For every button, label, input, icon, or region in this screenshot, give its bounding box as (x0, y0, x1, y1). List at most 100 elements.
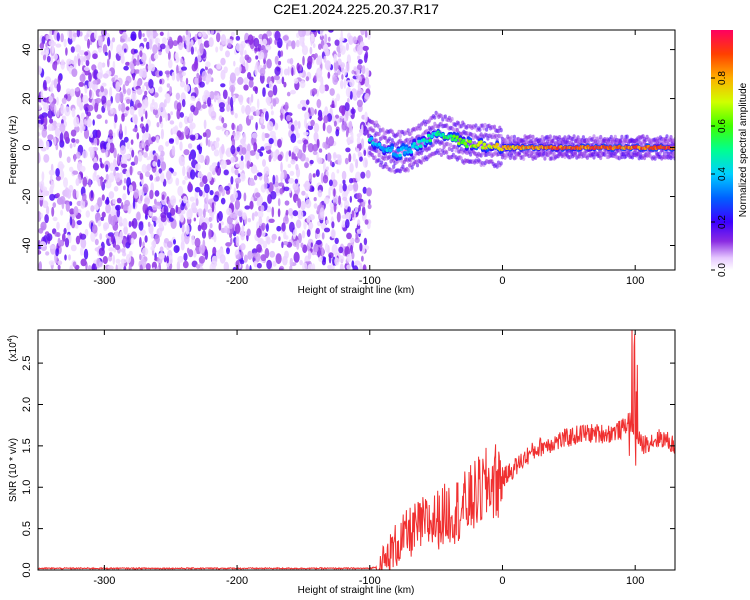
noise-cell (296, 239, 300, 250)
noise-cell (273, 157, 277, 162)
noise-cell (139, 46, 144, 52)
noise-cell (216, 32, 221, 43)
noise-cell (241, 224, 245, 233)
noise-cell (345, 211, 352, 221)
noise-cell (159, 43, 166, 50)
ridge-core-cell (390, 146, 394, 150)
noise-cell (268, 154, 272, 163)
noise-cell (108, 129, 113, 137)
noise-cell (305, 199, 312, 209)
noise-cell (164, 70, 171, 75)
noise-cell (245, 264, 249, 270)
noise-cell (138, 189, 145, 199)
noise-cell (356, 136, 361, 145)
noise-cell (55, 175, 62, 181)
ridge-halo-cell (572, 134, 576, 139)
noise-cell (168, 59, 173, 69)
noise-cell (213, 194, 219, 202)
noise-cell (235, 35, 241, 41)
noise-cell (65, 201, 71, 212)
noise-cell (75, 151, 81, 159)
noise-cell (38, 119, 44, 124)
noise-cell (105, 148, 108, 158)
noise-cell (315, 227, 320, 235)
colorbar-tick-label: 0.4 (717, 167, 728, 181)
noise-cell (117, 263, 122, 270)
noise-cell (178, 121, 183, 129)
noise-cell (136, 88, 143, 95)
noise-cell (120, 102, 126, 113)
noise-cell (174, 52, 179, 60)
ridge-halo-cell (427, 146, 432, 151)
noise-cell (254, 64, 258, 76)
noise-cell (152, 44, 158, 55)
noise-cell (229, 232, 233, 239)
noise-cell (229, 213, 236, 219)
noise-cell (246, 143, 251, 152)
noise-cell (134, 114, 138, 125)
noise-cell (356, 90, 361, 98)
noise-cell (136, 132, 140, 140)
noise-cell (171, 71, 176, 81)
noise-cell (244, 54, 250, 61)
noise-cell (89, 89, 92, 98)
noise-cell (290, 89, 296, 95)
chart-title: C2E1.2024.225.20.37.R17 (273, 1, 439, 17)
noise-cell (237, 76, 244, 85)
noise-cell (95, 97, 102, 104)
noise-cell (121, 113, 125, 122)
noise-cell (119, 38, 125, 43)
ridge-halo-cell (433, 115, 437, 120)
noise-cell (288, 208, 294, 216)
noise-cell (114, 172, 121, 183)
noise-cell (160, 172, 165, 183)
noise-cell (78, 120, 85, 127)
ridge-halo-cell (449, 142, 453, 148)
noise-cell (259, 67, 266, 77)
noise-cell (230, 237, 233, 245)
noise-cell (363, 53, 368, 64)
noise-cell (255, 252, 261, 263)
noise-cell (145, 123, 149, 133)
noise-cell (234, 112, 238, 119)
noise-cell (203, 40, 210, 48)
noise-cell (91, 64, 97, 71)
noise-cell (190, 169, 196, 180)
noise-cell (234, 67, 241, 76)
noise-cell (156, 136, 160, 144)
noise-cell (177, 185, 184, 197)
noise-cell (235, 163, 240, 168)
noise-cell (120, 154, 128, 165)
noise-cell (256, 221, 259, 231)
noise-cell (130, 63, 135, 74)
noise-cell (359, 156, 363, 162)
noise-cell (209, 91, 215, 100)
y-tick-label: 1.0 (21, 480, 33, 495)
noise-cell (336, 93, 341, 102)
noise-cell (166, 241, 173, 248)
colorbar-tick-label: 0.0 (717, 263, 728, 277)
noise-cell (123, 266, 127, 270)
noise-cell (272, 84, 278, 96)
noise-cell (94, 102, 99, 113)
noise-cell (223, 261, 229, 270)
noise-cell (277, 208, 281, 218)
noise-cell (347, 87, 351, 98)
noise-cell (92, 119, 95, 126)
noise-cell (95, 257, 101, 269)
noise-cell (46, 55, 51, 63)
noise-cell (209, 164, 215, 172)
noise-cell (166, 83, 171, 88)
noise-cell (290, 133, 297, 143)
noise-cell (51, 41, 56, 47)
noise-cell (218, 102, 225, 109)
noise-cell (292, 182, 299, 191)
noise-cell (256, 244, 262, 253)
noise-cell (270, 110, 274, 116)
noise-cell (83, 118, 87, 125)
noise-cell (106, 99, 112, 107)
noise-cell (57, 264, 61, 270)
noise-cell (182, 35, 186, 43)
noise-cell (301, 106, 307, 111)
noise-cell (181, 66, 187, 71)
